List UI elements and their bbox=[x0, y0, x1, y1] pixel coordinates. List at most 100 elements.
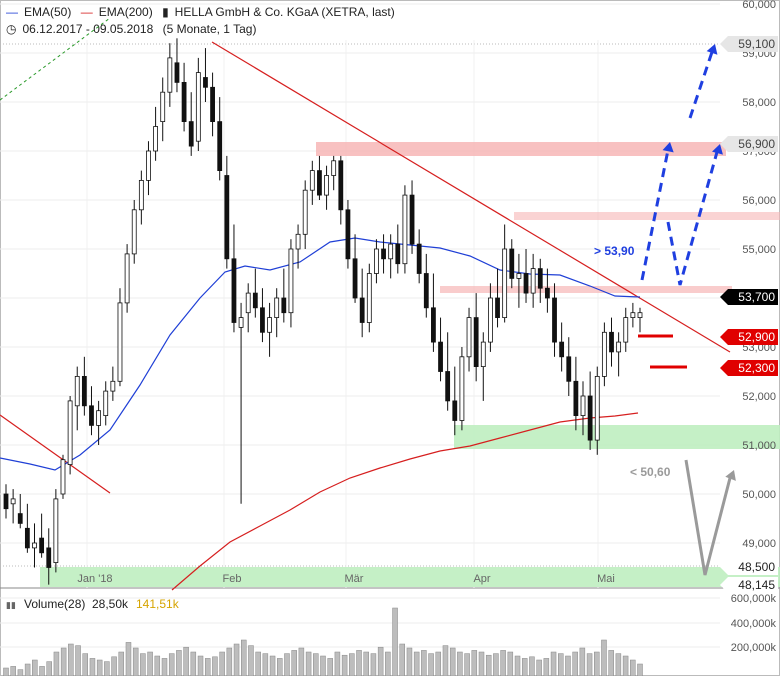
volume-bar bbox=[485, 654, 492, 676]
volume-bar bbox=[132, 647, 139, 676]
volume-bar bbox=[507, 651, 514, 676]
volume-bar bbox=[226, 647, 233, 676]
volume-bar bbox=[586, 653, 593, 676]
volume-bar bbox=[594, 651, 600, 676]
breakdown-annotation: < 50,60 bbox=[630, 465, 671, 479]
volume-value-2: 141,51k bbox=[136, 597, 180, 611]
candle-body bbox=[530, 268, 536, 294]
volume-bar bbox=[601, 639, 607, 676]
candle-body bbox=[238, 317, 244, 328]
volume-bar bbox=[457, 651, 463, 676]
x-tick-label: Mär bbox=[345, 573, 364, 585]
period-label: (5 Monate, 1 Tag) bbox=[162, 22, 257, 36]
volume-bar bbox=[46, 661, 52, 676]
volume-bar bbox=[190, 651, 197, 676]
forecast-arrow-direct bbox=[640, 149, 670, 281]
price-tag bbox=[720, 136, 778, 152]
volume-bar bbox=[630, 659, 636, 676]
volume-bar bbox=[493, 653, 499, 676]
candle-body bbox=[252, 292, 258, 309]
forecast-arrows bbox=[640, 44, 736, 576]
candle-body bbox=[74, 375, 80, 407]
volume-bar bbox=[543, 658, 550, 676]
candle-body bbox=[274, 297, 280, 319]
volume-bar bbox=[327, 658, 333, 676]
volume-bar bbox=[558, 653, 564, 676]
volume-bar bbox=[363, 651, 369, 676]
candle-body bbox=[566, 356, 572, 382]
candle-body bbox=[395, 243, 401, 265]
candle-body bbox=[359, 297, 365, 323]
candle-body bbox=[466, 317, 472, 358]
candle-body bbox=[260, 307, 265, 333]
candle-body bbox=[473, 317, 479, 368]
volume-bar bbox=[154, 655, 161, 676]
forecast-arrow-pullback bbox=[666, 151, 719, 286]
candle-body bbox=[331, 160, 337, 176]
trend-lines bbox=[0, 17, 731, 494]
volume-tick-label: 600,000k bbox=[731, 593, 777, 605]
candle-body bbox=[573, 380, 579, 416]
candle-body bbox=[281, 297, 287, 314]
ema50-legend: EMA(50) bbox=[24, 5, 72, 19]
candle-body bbox=[459, 356, 465, 421]
volume-bar bbox=[24, 663, 31, 676]
chart-title: HELLA GmbH & Co. KGaA (XETRA, last) bbox=[174, 5, 395, 19]
candle-body bbox=[153, 126, 158, 152]
y-tick-label: 50,000 bbox=[742, 489, 776, 501]
volume-label: Volume(28) bbox=[24, 597, 85, 611]
candle-body bbox=[267, 317, 272, 333]
volume-bar bbox=[255, 651, 261, 676]
candle-body bbox=[188, 121, 194, 147]
x-tick-label: Apr bbox=[473, 573, 490, 585]
volume-bar bbox=[521, 658, 528, 676]
support-resistance-zones bbox=[40, 142, 780, 587]
candle-body bbox=[366, 273, 372, 323]
volume-bar bbox=[262, 653, 269, 676]
candle-body bbox=[317, 170, 322, 196]
ema200-legend: EMA(200) bbox=[98, 5, 153, 19]
candle-body bbox=[552, 297, 557, 343]
candle-body bbox=[288, 248, 294, 314]
candle-body bbox=[174, 62, 180, 83]
volume-bar bbox=[75, 645, 81, 676]
candle-body bbox=[544, 287, 550, 299]
candle-body bbox=[131, 209, 137, 255]
volume-bar bbox=[241, 639, 247, 676]
candle-body bbox=[146, 150, 151, 181]
volume-bar bbox=[111, 656, 117, 676]
date-range: 06.12.2017 - 09.05.2018 bbox=[22, 22, 154, 36]
legend-row-1: — EMA(50) — EMA(200) ▮ HELLA GmbH & Co. KGa… bbox=[6, 5, 401, 19]
candle-body bbox=[160, 91, 166, 122]
candle-body bbox=[587, 395, 593, 441]
volume-bar bbox=[104, 661, 110, 676]
volume-bar bbox=[140, 653, 146, 676]
price-tag bbox=[720, 360, 778, 376]
candle-body bbox=[537, 268, 543, 289]
volume-value-1: 28,50k bbox=[92, 597, 129, 611]
price-tag-label: 48,145 bbox=[738, 578, 775, 592]
candle-body bbox=[480, 341, 486, 368]
volume-bar bbox=[313, 653, 319, 676]
volume-bar bbox=[39, 666, 45, 676]
ema200-line bbox=[171, 412, 639, 591]
volume-bar bbox=[277, 658, 283, 676]
candle-body bbox=[352, 258, 358, 299]
candle-body bbox=[67, 400, 73, 465]
arrowhead-icon bbox=[712, 144, 723, 155]
candle-body bbox=[245, 292, 251, 314]
candle-body bbox=[81, 375, 87, 407]
candle-body bbox=[3, 493, 9, 510]
volume-bar bbox=[183, 646, 189, 676]
price-tags: 59,100 56,900 53,700 52,900 52,300 48,500 48,1… bbox=[720, 36, 778, 593]
price-tag bbox=[720, 289, 778, 305]
candle-body bbox=[210, 86, 215, 123]
price-axis: 60,00059,00058,00057,00056,00055,00054,0… bbox=[742, 0, 776, 550]
volume-tick-label: 200,000k bbox=[731, 642, 777, 654]
volume-bar bbox=[413, 651, 420, 676]
candle-body bbox=[60, 459, 66, 495]
volume-bar bbox=[168, 653, 175, 676]
volume-bar bbox=[248, 645, 254, 676]
x-tick-label: Mai bbox=[597, 573, 615, 585]
volume-bar bbox=[10, 666, 16, 676]
